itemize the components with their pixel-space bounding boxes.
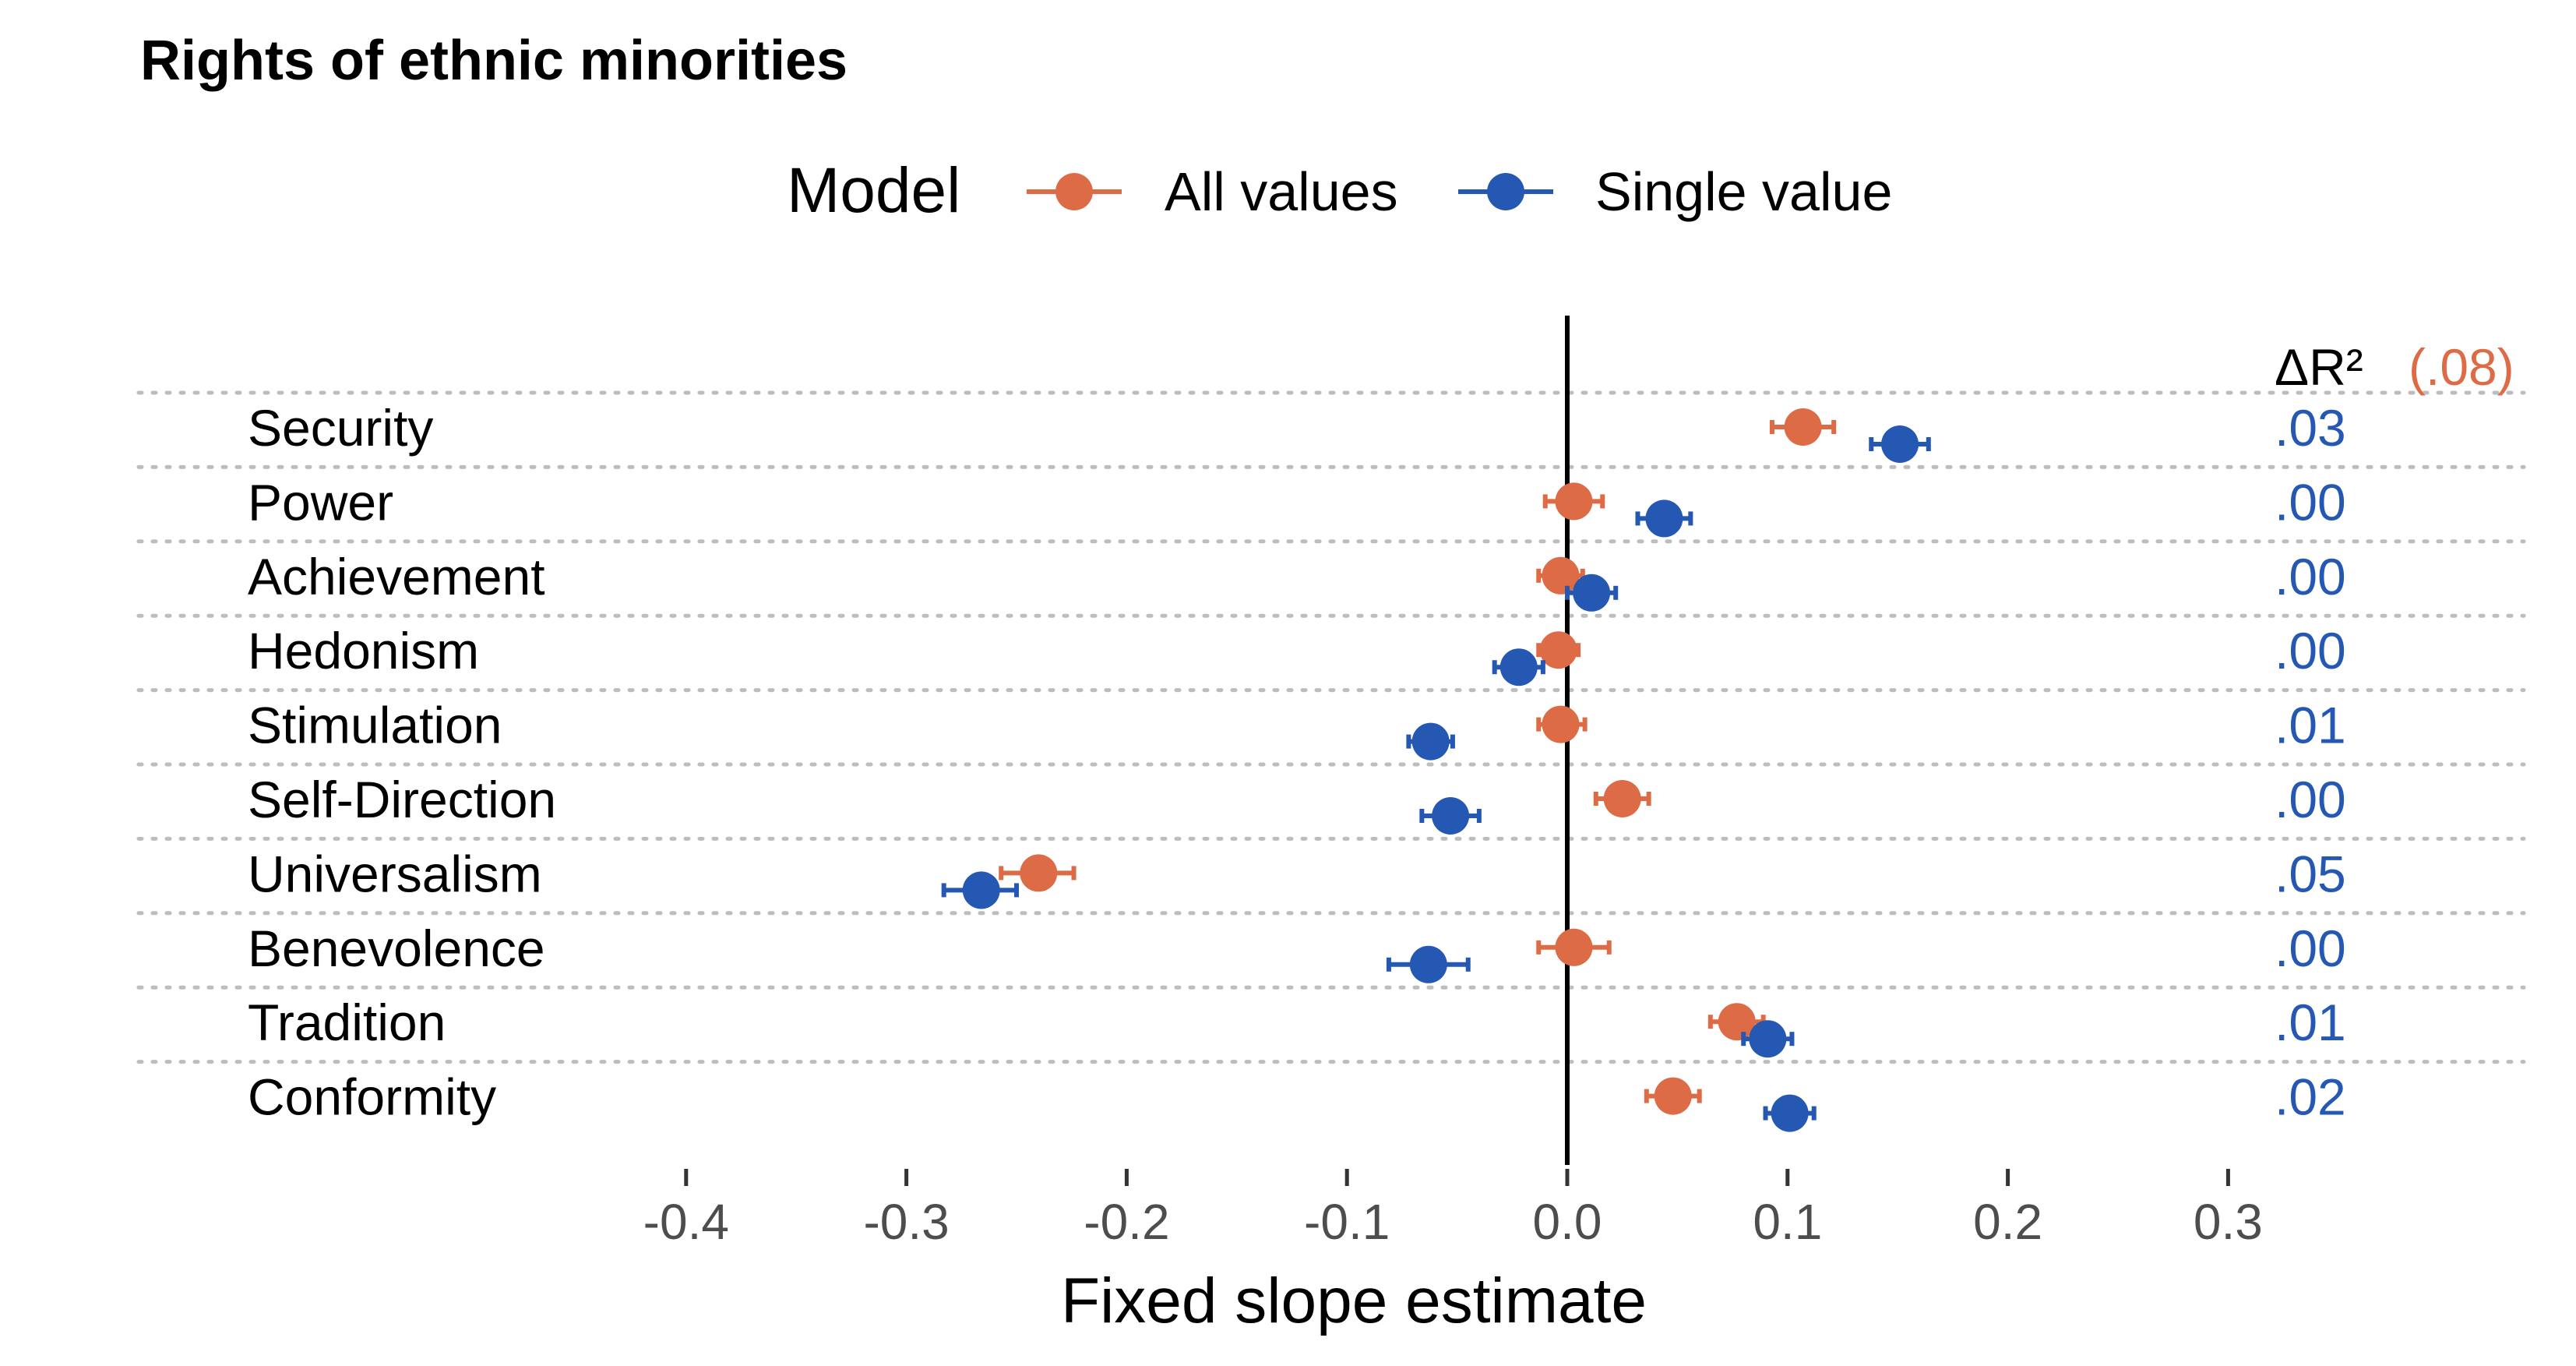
data-point (1406, 722, 1455, 761)
data-points (941, 408, 1931, 1132)
delta-r2-value: .00 (2275, 473, 2346, 531)
category-labels: Security Power Achievement Hedonism Stimulat… (248, 399, 556, 1126)
category-label: Stimulation (248, 697, 502, 754)
chart-title: Rights of ethnic minorities (140, 30, 848, 92)
point-marker (1645, 499, 1683, 538)
category-label: Hedonism (248, 622, 479, 679)
point-marker (1654, 1077, 1692, 1115)
legend-entry: All values (1027, 161, 1398, 222)
legend-label: All values (1165, 161, 1398, 222)
x-tick-label: 0.2 (1973, 1194, 2042, 1250)
point-marker (962, 871, 1000, 909)
category-label: Conformity (248, 1068, 496, 1126)
data-point (1707, 1003, 1766, 1041)
x-tick-label: 0.0 (1533, 1194, 1602, 1250)
category-label: Power (248, 473, 393, 531)
data-point (1542, 482, 1605, 521)
data-point (1492, 648, 1545, 687)
point-marker (1432, 797, 1470, 835)
delta-r2-value: .02 (2275, 1068, 2346, 1126)
point-marker (1409, 945, 1447, 983)
x-tick-label: -0.4 (643, 1194, 729, 1250)
delta-r2-value: .01 (2275, 994, 2346, 1051)
data-point (1419, 797, 1482, 835)
x-tick-label: -0.1 (1304, 1194, 1390, 1250)
delta-r2-value: .01 (2275, 697, 2346, 754)
data-point (1635, 499, 1693, 538)
point-marker (1603, 780, 1641, 817)
category-label: Universalism (248, 845, 542, 902)
point-marker (1020, 854, 1058, 892)
delta-r2-value: .03 (2275, 399, 2346, 457)
data-point (1536, 556, 1585, 595)
legend-label: Single value (1595, 161, 1892, 222)
legend: Model All values Single value (787, 155, 1892, 226)
x-tick-label: -0.2 (1084, 1194, 1169, 1250)
point-marker (1573, 574, 1611, 612)
x-tick-label: 0.1 (1753, 1194, 1822, 1250)
delta-r2-value: .00 (2275, 771, 2346, 828)
delta-r2-header: ΔR² (2275, 338, 2363, 396)
data-point (999, 854, 1077, 892)
data-point (1536, 928, 1612, 966)
data-point (1644, 1077, 1702, 1115)
x-axis: -0.4 -0.3 -0.2 -0.1 0.0 0.1 0.2 0.3 (643, 1169, 2263, 1250)
legend-title: Model (787, 155, 960, 226)
point-marker (1784, 408, 1822, 446)
legend-entry: Single value (1458, 161, 1892, 222)
category-label: Security (248, 399, 433, 457)
point-marker (1771, 1094, 1809, 1132)
point-marker (1718, 1003, 1756, 1041)
delta-r2-value: .05 (2275, 845, 2346, 902)
data-point (1593, 780, 1651, 817)
legend-key-marker (1487, 173, 1524, 210)
delta-r2-value: .00 (2275, 622, 2346, 679)
point-marker (1542, 556, 1580, 595)
x-axis-label: Fixed slope estimate (1061, 1265, 1647, 1336)
delta-r2-column: ΔR² (.08) .03 .00 .00 .00 .01 .00 .05 .00 .01 .02 (2275, 338, 2514, 1126)
point-marker (1542, 705, 1580, 743)
delta-r2-overall: (.08) (2409, 338, 2514, 396)
data-point (1763, 1094, 1817, 1132)
point-marker (1881, 425, 1919, 463)
category-label: Tradition (248, 994, 446, 1051)
delta-r2-value: .00 (2275, 919, 2346, 977)
point-marker (1499, 648, 1538, 687)
point-marker (1749, 1020, 1787, 1058)
point-marker (1411, 722, 1450, 761)
category-label: Benevolence (248, 919, 545, 977)
category-label: Self-Direction (248, 771, 556, 828)
data-point (1770, 408, 1837, 446)
point-marker (1539, 631, 1577, 669)
x-tick-label: 0.3 (2194, 1194, 2263, 1250)
data-point (1565, 574, 1619, 612)
point-marker (1555, 928, 1593, 966)
point-marker (1555, 482, 1593, 521)
data-point (1386, 945, 1471, 983)
data-point (1536, 705, 1588, 743)
data-point (1536, 631, 1581, 669)
data-point (1869, 425, 1931, 463)
gridlines (136, 390, 2526, 1064)
data-point (1741, 1020, 1795, 1058)
legend-key-marker (1055, 173, 1093, 210)
x-tick-label: -0.3 (863, 1194, 949, 1250)
category-label: Achievement (248, 548, 545, 605)
delta-r2-value: .00 (2275, 548, 2346, 605)
data-point (941, 871, 1019, 909)
